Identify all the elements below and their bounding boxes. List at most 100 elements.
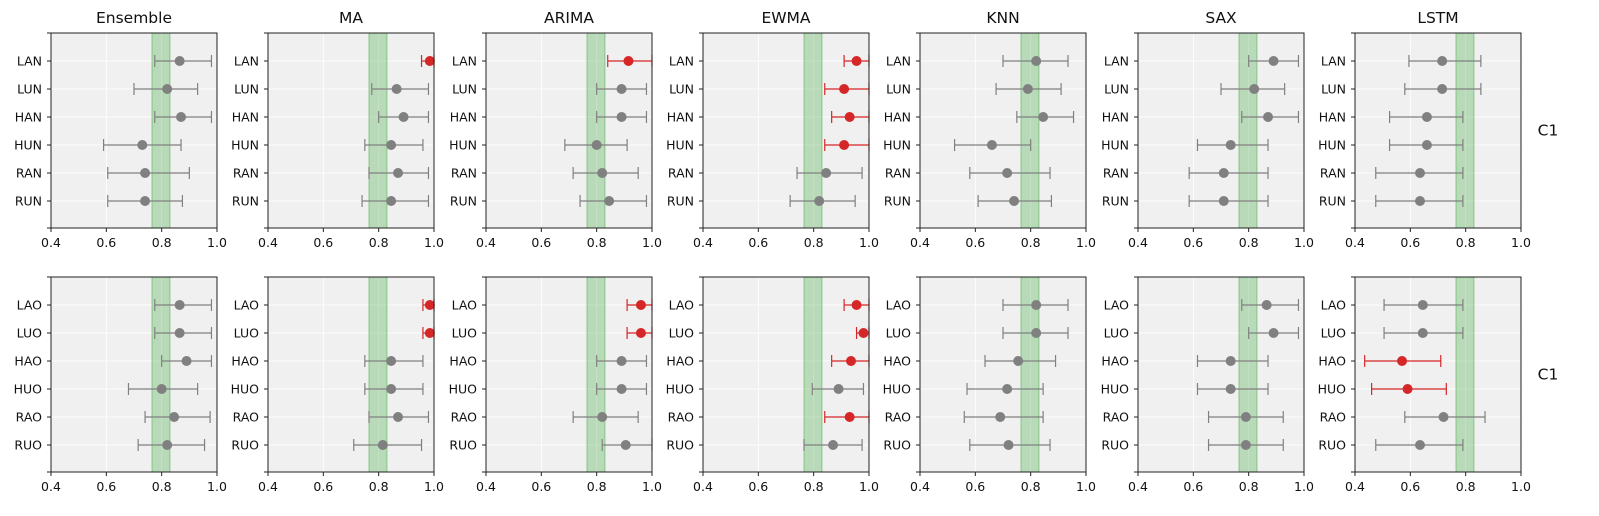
data-point-group (102, 139, 182, 151)
data-point-group (1404, 411, 1486, 423)
y-tick-label: HAN (884, 110, 911, 125)
panel: 0.4 0.6 0.8 1.0 LAN LUN HAN HUN RAN RUN SAX (1101, 9, 1314, 250)
data-point-group (1016, 111, 1075, 123)
data-point-group (572, 167, 639, 179)
reference-band (803, 277, 822, 472)
y-tick-label: LAO (886, 298, 912, 313)
panel-background (486, 33, 652, 228)
y-tick-label: LUN (1321, 82, 1346, 97)
panel-background (1138, 33, 1304, 228)
data-point (424, 300, 435, 310)
x-tick-label: 0.8 (587, 479, 607, 494)
y-tick-label: RAO (1320, 410, 1347, 425)
x-tick-label: 0.6 (96, 479, 116, 494)
data-point (424, 328, 435, 338)
data-point-group (1248, 327, 1300, 339)
reference-band (368, 277, 387, 472)
data-point-group (1002, 327, 1069, 339)
x-tick-label: 0.4 (41, 235, 61, 250)
data-point (635, 300, 646, 310)
data-point (1031, 300, 1042, 310)
data-point (1218, 168, 1229, 178)
data-point-group (966, 383, 1044, 395)
data-point (604, 196, 615, 206)
panel: 0.4 0.6 0.8 1.0 LAO LUO HAO HUO RAO RUO (1101, 276, 1314, 494)
data-point-group (1188, 195, 1269, 207)
reference-band (1238, 277, 1257, 472)
panel-background (1138, 277, 1304, 472)
data-point-group (364, 139, 424, 151)
data-point-group (1375, 195, 1464, 207)
data-point-group (1370, 383, 1447, 395)
data-point (1263, 112, 1274, 122)
panel-background (703, 277, 869, 472)
x-tick-label: 1.0 (859, 479, 879, 494)
data-point-group (368, 411, 430, 423)
data-point (1268, 328, 1279, 338)
y-tick-label: LUN (234, 82, 259, 97)
data-point-group (1241, 111, 1300, 123)
data-point-group (995, 83, 1062, 95)
x-tick-label: 0.6 (531, 479, 551, 494)
panel: 0.4 0.6 0.8 1.0 LAO LUO HAO HUO RAO RUO (14, 276, 227, 494)
data-point-group (596, 111, 648, 123)
data-point (1437, 56, 1448, 66)
data-point (1240, 412, 1251, 422)
data-point (393, 412, 404, 422)
x-tick-label: 0.4 (258, 235, 278, 250)
panel-title: SAX (1205, 9, 1237, 27)
data-point (1415, 440, 1426, 450)
panel-frame (50, 276, 218, 473)
y-tick-label: HAO (883, 354, 911, 369)
y-tick-label: LAO (1104, 298, 1130, 313)
x-tick-label: 1.0 (1294, 235, 1314, 250)
x-tick-label: 1.0 (1511, 235, 1531, 250)
x-tick-label: 0.8 (587, 235, 607, 250)
data-point-group (364, 383, 424, 395)
data-point (1009, 196, 1020, 206)
x-tick-label: 0.8 (1456, 479, 1476, 494)
reference-band (586, 33, 605, 228)
data-point (156, 384, 167, 394)
y-tick-label: HUO (1318, 382, 1347, 397)
data-point-group (364, 355, 424, 367)
data-point (174, 300, 185, 310)
y-tick-label: LAO (1321, 298, 1347, 313)
data-point (844, 412, 855, 422)
data-point-group (1383, 299, 1464, 311)
x-tick-label: 0.8 (152, 479, 172, 494)
data-point (1002, 384, 1013, 394)
data-point (174, 56, 185, 66)
row-label: C1 (1538, 122, 1559, 140)
data-point (623, 56, 634, 66)
data-point (1417, 328, 1428, 338)
data-point (1240, 440, 1251, 450)
y-tick-label: HUO (231, 382, 260, 397)
data-point (140, 196, 151, 206)
y-tick-label: HUO (449, 382, 478, 397)
panel-frame (702, 32, 870, 229)
data-point (616, 112, 627, 122)
y-tick-label: LUN (669, 82, 694, 97)
panel-title: ARIMA (544, 9, 594, 27)
data-point (1013, 356, 1024, 366)
y-tick-label: RAO (451, 410, 478, 425)
data-point-group (1196, 355, 1269, 367)
data-point (386, 384, 397, 394)
x-tick-label: 0.6 (1183, 235, 1203, 250)
panel-title: MA (339, 9, 363, 27)
data-point-group (368, 167, 430, 179)
y-tick-label: HUO (883, 382, 912, 397)
y-tick-label: RAN (885, 166, 911, 181)
data-point (616, 384, 627, 394)
reference-band (1020, 33, 1039, 228)
data-point-group (1207, 411, 1284, 423)
x-tick-label: 0.6 (1400, 235, 1420, 250)
x-tick-label: 1.0 (1294, 479, 1314, 494)
data-point (851, 300, 862, 310)
x-tick-label: 1.0 (1511, 479, 1531, 494)
data-point (398, 112, 409, 122)
y-tick-label: RAO (668, 410, 695, 425)
data-point-group (371, 83, 430, 95)
panel-frame (1354, 276, 1522, 473)
